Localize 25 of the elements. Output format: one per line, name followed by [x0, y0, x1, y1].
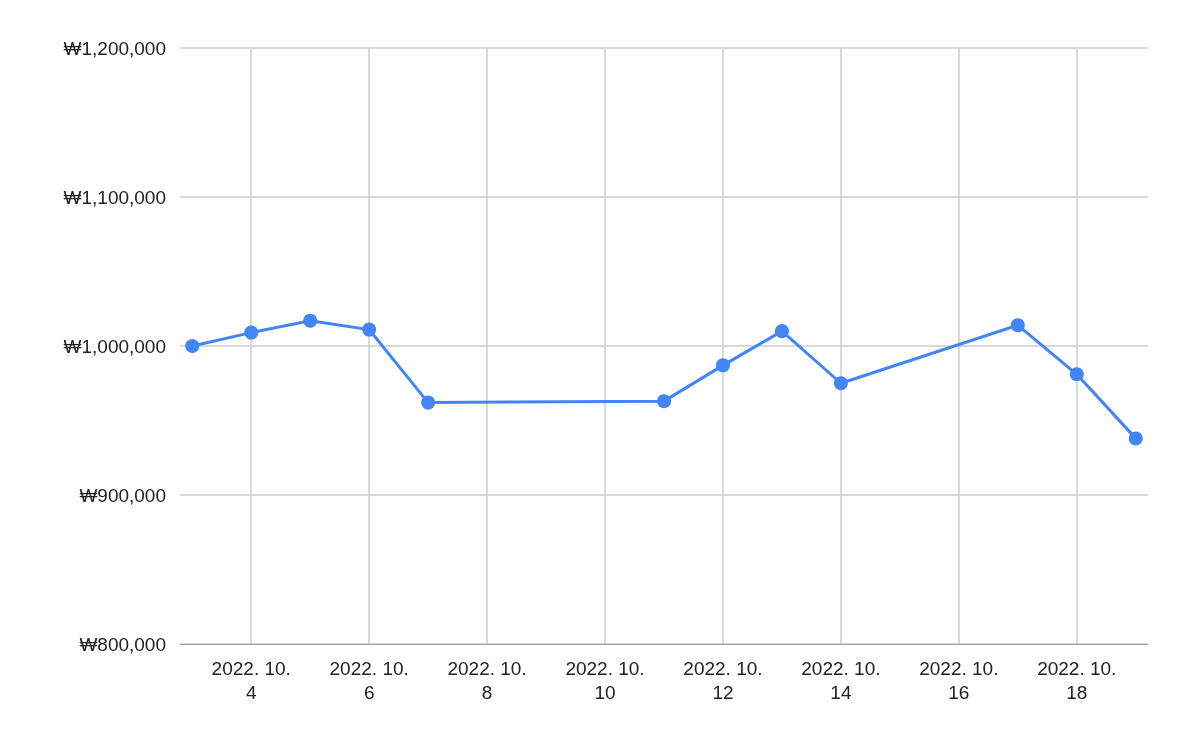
x-tick-label: 2022. 10. 6 [329, 657, 409, 703]
x-tick-label: 2022. 10. 12 [683, 657, 763, 703]
point [774, 324, 789, 339]
x-tick-label: 2022. 10. 10 [565, 657, 645, 703]
point [303, 313, 318, 328]
point [244, 325, 259, 340]
point [421, 395, 436, 410]
x-tick-label: 2022. 10. 14 [801, 657, 881, 703]
x-tick-label: 2022. 10. 18 [1037, 657, 1117, 703]
x-tick-label: 2022. 10. 16 [919, 657, 999, 703]
point [657, 394, 671, 409]
y-tick-label: ₩1,200,000 [63, 37, 166, 59]
point [185, 339, 200, 353]
point [715, 358, 730, 373]
y-tick-label: ₩800,000 [79, 633, 166, 655]
point [1010, 318, 1025, 333]
x-tick-label: 2022. 10. 8 [447, 657, 527, 703]
y-tick-label: ₩1,000,000 [63, 335, 166, 357]
point [833, 376, 848, 391]
point [1128, 431, 1143, 446]
y-tick-label: ₩1,100,000 [63, 186, 166, 208]
point [362, 322, 377, 337]
point [1069, 367, 1084, 382]
y-tick-label: ₩900,000 [79, 484, 166, 506]
x-tick-label: 2022. 10. 4 [211, 657, 291, 703]
